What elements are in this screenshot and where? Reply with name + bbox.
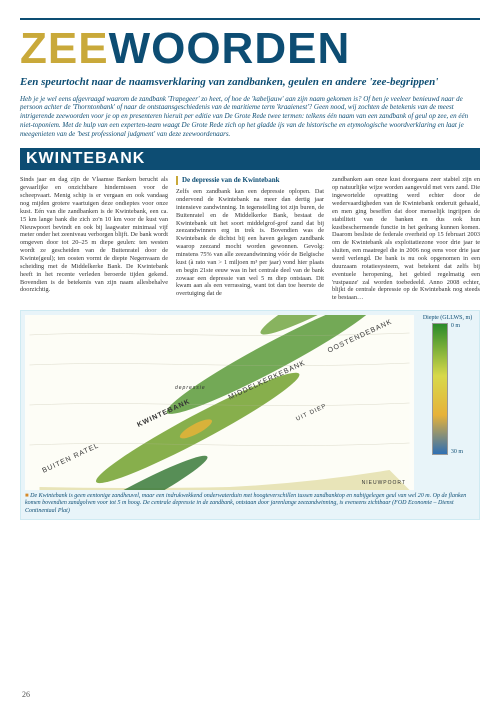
figure-row: BUITEN RATEL KWINTEBANK MIDDELKERKEBANK … <box>25 315 475 490</box>
column-2: De depressie van de Kwintebank Zelfs een… <box>176 176 324 302</box>
legend-gradient <box>432 323 448 455</box>
subtitle: Een speurtocht naar de naamsverklaring v… <box>20 76 480 89</box>
intro-paragraph: Heb je je wel eens afgevraagd waarom de … <box>20 95 480 139</box>
figure-caption: ■ De Kwintebank is geen eentonige zandhe… <box>25 493 475 515</box>
figure-box: BUITEN RATEL KWINTEBANK MIDDELKERKEBANK … <box>20 310 480 520</box>
page-number: 26 <box>22 690 30 699</box>
section-heading: KWINTEBANK <box>20 148 480 170</box>
column-3: zandbanken aan onze kust doorgaans zeer … <box>332 176 480 302</box>
map-label-nieuwpoort: NIEUWPOORT <box>362 480 406 486</box>
body-columns: Sinds jaar en dag zijn de Vlaamse Banken… <box>20 176 480 302</box>
column-2-text: Zelfs een zandbank kan een depressie opl… <box>176 188 324 298</box>
figure-caption-text: De Kwintebank is geen eentonige zandheuv… <box>25 493 466 513</box>
top-rule <box>20 18 480 20</box>
column-1-text: Sinds jaar en dag zijn de Vlaamse Banken… <box>20 176 168 294</box>
column-2-subheading: De depressie van de Kwintebank <box>176 176 324 185</box>
legend-top-value: 0 m <box>451 323 463 329</box>
masthead-word-2: WOORDEN <box>109 24 351 73</box>
caption-marker-icon: ■ <box>25 493 29 499</box>
masthead-word-1: ZEE <box>20 24 109 73</box>
legend-title: Diepte (GLLWS, m) <box>423 315 472 321</box>
depth-legend: Diepte (GLLWS, m) 0 m 30 m <box>420 315 475 490</box>
masthead: ZEEWOORDEN <box>20 24 480 74</box>
column-3-text: zandbanken aan onze kust doorgaans zeer … <box>332 176 480 302</box>
section-heading-text: KWINTEBANK <box>26 150 145 167</box>
map-label-depressie: depressie <box>175 385 206 391</box>
page: ZEEWOORDEN Een speurtocht naar de naamsv… <box>0 0 500 705</box>
bathymetry-map: BUITEN RATEL KWINTEBANK MIDDELKERKEBANK … <box>25 315 414 490</box>
legend-bottom-value: 30 m <box>451 449 463 455</box>
column-1: Sinds jaar en dag zijn de Vlaamse Banken… <box>20 176 168 302</box>
